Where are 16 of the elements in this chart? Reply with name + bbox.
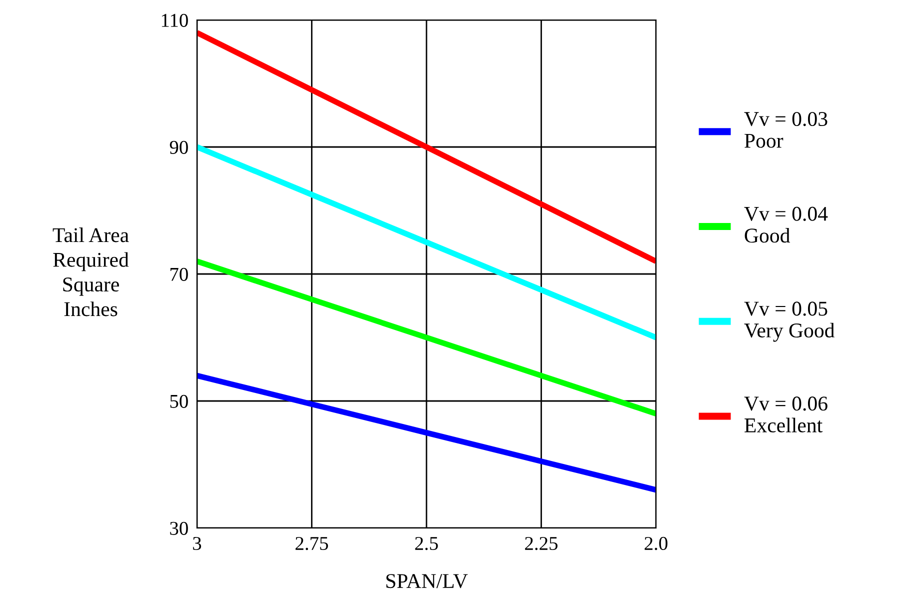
x-tick-label: 2.75 [296,536,328,550]
x-tick-label: 2.5 [415,536,438,550]
y-tick-label: 70 [170,268,188,281]
x-axis-title: SPAN/LV [386,574,468,588]
legend-label: Vv = 0.04 Good [744,206,828,243]
legend-label: Vv = 0.03 Poor [744,112,828,148]
x-tick-label: 2.0 [644,536,668,550]
x-tick-label: 2.25 [525,536,558,550]
legend-label: Vv = 0.05 Very Good [744,302,835,342]
y-tick-label: 50 [170,394,188,408]
y-tick-label: 30 [170,522,188,535]
legend-label: Vv = 0.06 Excellent [744,396,828,432]
y-tick-label: 90 [170,140,188,154]
x-tick-label: 3 [193,536,202,550]
y-tick-label: 110 [162,14,188,27]
y-axis-title: Tail Area Required Square Inches [52,228,129,316]
